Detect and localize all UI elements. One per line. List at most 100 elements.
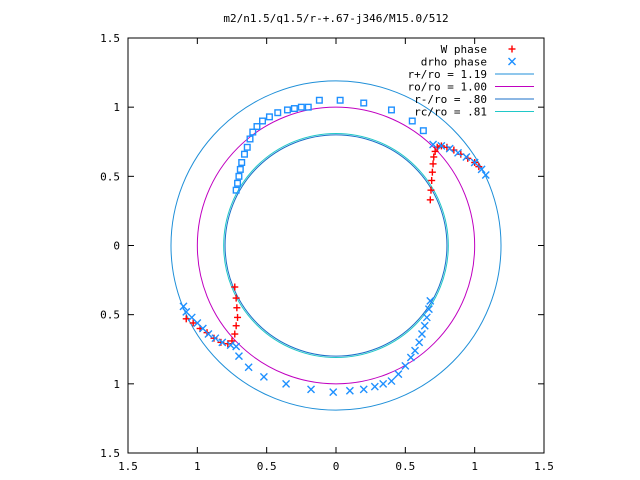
y-tick-label-6: 1.5 bbox=[100, 447, 120, 460]
point-1-29 bbox=[179, 302, 188, 311]
point-1-4 bbox=[462, 152, 471, 161]
y-tick-label-4: 0.5 bbox=[100, 309, 120, 322]
chart-title: m2/n1.5/q1.5/r-+.67-j346/M15.0/512 bbox=[223, 12, 448, 25]
y-tick-label-0: 1.5 bbox=[100, 32, 120, 45]
point-0-23 bbox=[217, 338, 225, 346]
point-2-5 bbox=[240, 150, 248, 158]
point-2-14 bbox=[290, 105, 298, 113]
point-1-19 bbox=[379, 379, 388, 388]
point-1-18 bbox=[387, 377, 396, 386]
point-0-5 bbox=[430, 153, 438, 161]
point-1-6 bbox=[477, 165, 486, 174]
point-0-6 bbox=[431, 147, 439, 155]
x-tick-label-0: 1.5 bbox=[118, 460, 138, 473]
circle-1 bbox=[196, 106, 476, 385]
point-0-18 bbox=[234, 313, 242, 321]
reference-circles bbox=[170, 80, 502, 411]
y-tick-label-5: 1 bbox=[113, 378, 120, 391]
point-2-8 bbox=[249, 128, 257, 136]
point-1-8 bbox=[426, 296, 435, 305]
point-1-17 bbox=[394, 370, 403, 379]
point-1-0 bbox=[429, 140, 438, 149]
point-2-19 bbox=[360, 99, 368, 107]
point-0-20 bbox=[231, 330, 239, 338]
point-1-5 bbox=[470, 158, 479, 167]
x-tick-label-6: 1.5 bbox=[534, 460, 554, 473]
point-1-2 bbox=[445, 144, 454, 153]
point-0-4 bbox=[429, 160, 437, 168]
point-0-15 bbox=[231, 283, 239, 291]
point-2-13 bbox=[283, 106, 291, 114]
legend-label-3: ro/ro = 1.00 bbox=[408, 81, 487, 94]
point-1-28 bbox=[234, 352, 243, 361]
point-2-1 bbox=[234, 179, 242, 187]
point-0-24 bbox=[210, 334, 218, 342]
legend-label-2: r+/ro = 1.19 bbox=[408, 68, 487, 81]
point-0-2 bbox=[428, 176, 436, 184]
x-tick-label-2: 0.5 bbox=[257, 460, 277, 473]
point-2-0 bbox=[232, 186, 240, 194]
point-1-34 bbox=[204, 330, 213, 339]
legend-label-5: rc/ro = .81 bbox=[414, 106, 487, 119]
point-1-22 bbox=[345, 386, 354, 395]
point-1-12 bbox=[417, 330, 426, 339]
point-1-15 bbox=[406, 353, 415, 362]
point-0-27 bbox=[189, 319, 197, 327]
point-2-21 bbox=[408, 117, 416, 125]
x-tick-label-3: 0 bbox=[333, 460, 340, 473]
y-tick-label-3: 0 bbox=[113, 240, 120, 253]
legend-swatch-0 bbox=[508, 45, 516, 53]
point-2-16 bbox=[304, 103, 312, 111]
point-1-21 bbox=[359, 385, 368, 394]
point-1-9 bbox=[424, 305, 433, 314]
point-1-35 bbox=[211, 334, 220, 343]
circle-2 bbox=[224, 134, 448, 357]
point-2-2 bbox=[235, 172, 243, 180]
point-0-19 bbox=[232, 322, 240, 330]
point-1-25 bbox=[282, 379, 291, 388]
x-tick-label-1: 1 bbox=[194, 460, 201, 473]
point-0-3 bbox=[428, 168, 436, 176]
point-1-16 bbox=[401, 361, 410, 370]
point-1-38 bbox=[232, 342, 241, 351]
point-1-24 bbox=[307, 385, 316, 394]
point-1-36 bbox=[218, 338, 227, 347]
point-1-11 bbox=[420, 321, 429, 330]
y-tick-label-2: 0.5 bbox=[100, 170, 120, 183]
data-points bbox=[179, 96, 490, 397]
point-2-20 bbox=[387, 106, 395, 114]
point-2-17 bbox=[315, 96, 323, 104]
point-2-6 bbox=[243, 143, 251, 151]
point-2-9 bbox=[253, 123, 261, 131]
x-tick-label-4: 0.5 bbox=[395, 460, 415, 473]
circle-3 bbox=[223, 132, 449, 359]
point-1-26 bbox=[259, 372, 268, 381]
y-tick-label-1: 1 bbox=[113, 101, 120, 114]
point-2-4 bbox=[238, 158, 246, 166]
point-1-14 bbox=[411, 346, 420, 355]
point-2-11 bbox=[265, 113, 273, 121]
legend-label-1: drho phase bbox=[421, 56, 487, 69]
point-1-20 bbox=[370, 382, 379, 391]
point-1-7 bbox=[481, 170, 490, 179]
point-2-18 bbox=[336, 96, 344, 104]
point-2-22 bbox=[419, 127, 427, 135]
point-0-17 bbox=[233, 304, 241, 312]
point-0-0 bbox=[426, 196, 434, 204]
legend-label-4: r-/ro = .80 bbox=[414, 93, 487, 106]
point-2-15 bbox=[297, 103, 305, 111]
point-2-12 bbox=[274, 109, 282, 117]
x-tick-label-5: 1 bbox=[471, 460, 478, 473]
point-0-28 bbox=[182, 315, 190, 323]
point-1-1 bbox=[437, 141, 446, 150]
point-2-10 bbox=[259, 117, 267, 125]
point-1-27 bbox=[244, 363, 253, 372]
legend-swatch-1 bbox=[508, 57, 516, 66]
point-2-3 bbox=[236, 165, 244, 173]
point-1-23 bbox=[329, 388, 338, 397]
legend-label-0: W phase bbox=[441, 43, 487, 56]
point-1-10 bbox=[422, 313, 431, 322]
circle-0 bbox=[170, 80, 502, 411]
